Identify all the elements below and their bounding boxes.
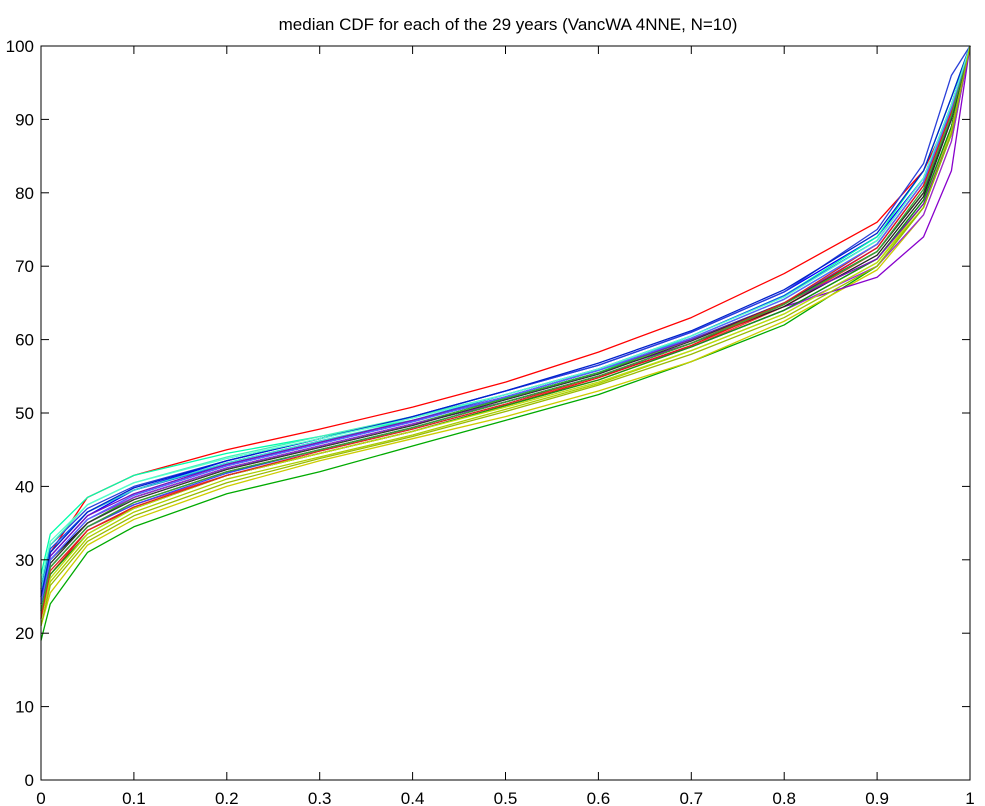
y-tick-label: 60: [15, 331, 34, 350]
series-line-13: [40, 45, 971, 619]
series-line-29: [40, 45, 971, 627]
y-tick-label: 70: [15, 257, 34, 276]
plot-frame: [40, 45, 971, 781]
y-tick-label: 40: [15, 477, 34, 496]
series-line-12: [40, 45, 971, 582]
series-line-7: [40, 45, 971, 597]
series-line-25: [40, 45, 971, 619]
series-line-2: [40, 45, 971, 641]
series-line-19: [40, 45, 971, 597]
chart-title: median CDF for each of the 29 years (Van…: [279, 15, 738, 34]
x-tick-label: 0.6: [587, 789, 611, 806]
x-tick-label: 0.9: [865, 789, 889, 806]
y-tick-labels: 0 10 20 30 40 50 60 70 80 90 100: [6, 37, 34, 790]
x-tick-label: 0.1: [122, 789, 146, 806]
series-line-26: [40, 45, 971, 612]
series-line-3: [40, 45, 971, 597]
x-tick-label: 0.5: [494, 789, 518, 806]
y-tick-label: 10: [15, 698, 34, 717]
series-line-10: [40, 45, 971, 604]
x-tick-label: 0.2: [215, 789, 239, 806]
y-tick-label: 80: [15, 184, 34, 203]
x-tick-label: 0: [36, 789, 45, 806]
x-tick-label: 1: [965, 789, 974, 806]
series-line-11: [40, 45, 971, 604]
series-line-14: [40, 45, 971, 597]
series-line-9: [40, 45, 971, 619]
ticks-layer: [40, 45, 971, 781]
x-tick-label: 0.3: [308, 789, 332, 806]
series-line-28: [40, 45, 971, 582]
y-tick-label: 20: [15, 624, 34, 643]
x-tick-label: 0.8: [772, 789, 796, 806]
series-line-18: [40, 45, 971, 612]
series-line-5: [40, 45, 971, 627]
series-line-17: [40, 45, 971, 612]
series-layer: [40, 45, 971, 641]
x-tick-label: 0.7: [679, 789, 703, 806]
series-line-24: [40, 45, 971, 597]
y-tick-label: 50: [15, 404, 34, 423]
series-line-1: [40, 45, 971, 619]
series-line-8: [40, 45, 971, 590]
series-line-22: [40, 45, 971, 597]
series-line-6: [40, 45, 971, 590]
series-line-20: [40, 45, 971, 590]
series-line-16: [40, 45, 971, 590]
x-tick-label: 0.4: [401, 789, 425, 806]
y-tick-label: 30: [15, 551, 34, 570]
series-line-15: [40, 45, 971, 604]
series-line-23: [40, 45, 971, 604]
x-tick-labels: 0 0.1 0.2 0.3 0.4 0.5 0.6 0.7 0.8 0.9 1: [36, 789, 974, 806]
y-tick-label: 90: [15, 110, 34, 129]
series-line-21: [40, 45, 971, 619]
y-tick-label: 0: [25, 771, 34, 790]
y-tick-label: 100: [6, 37, 34, 56]
series-line-27: [40, 45, 971, 604]
